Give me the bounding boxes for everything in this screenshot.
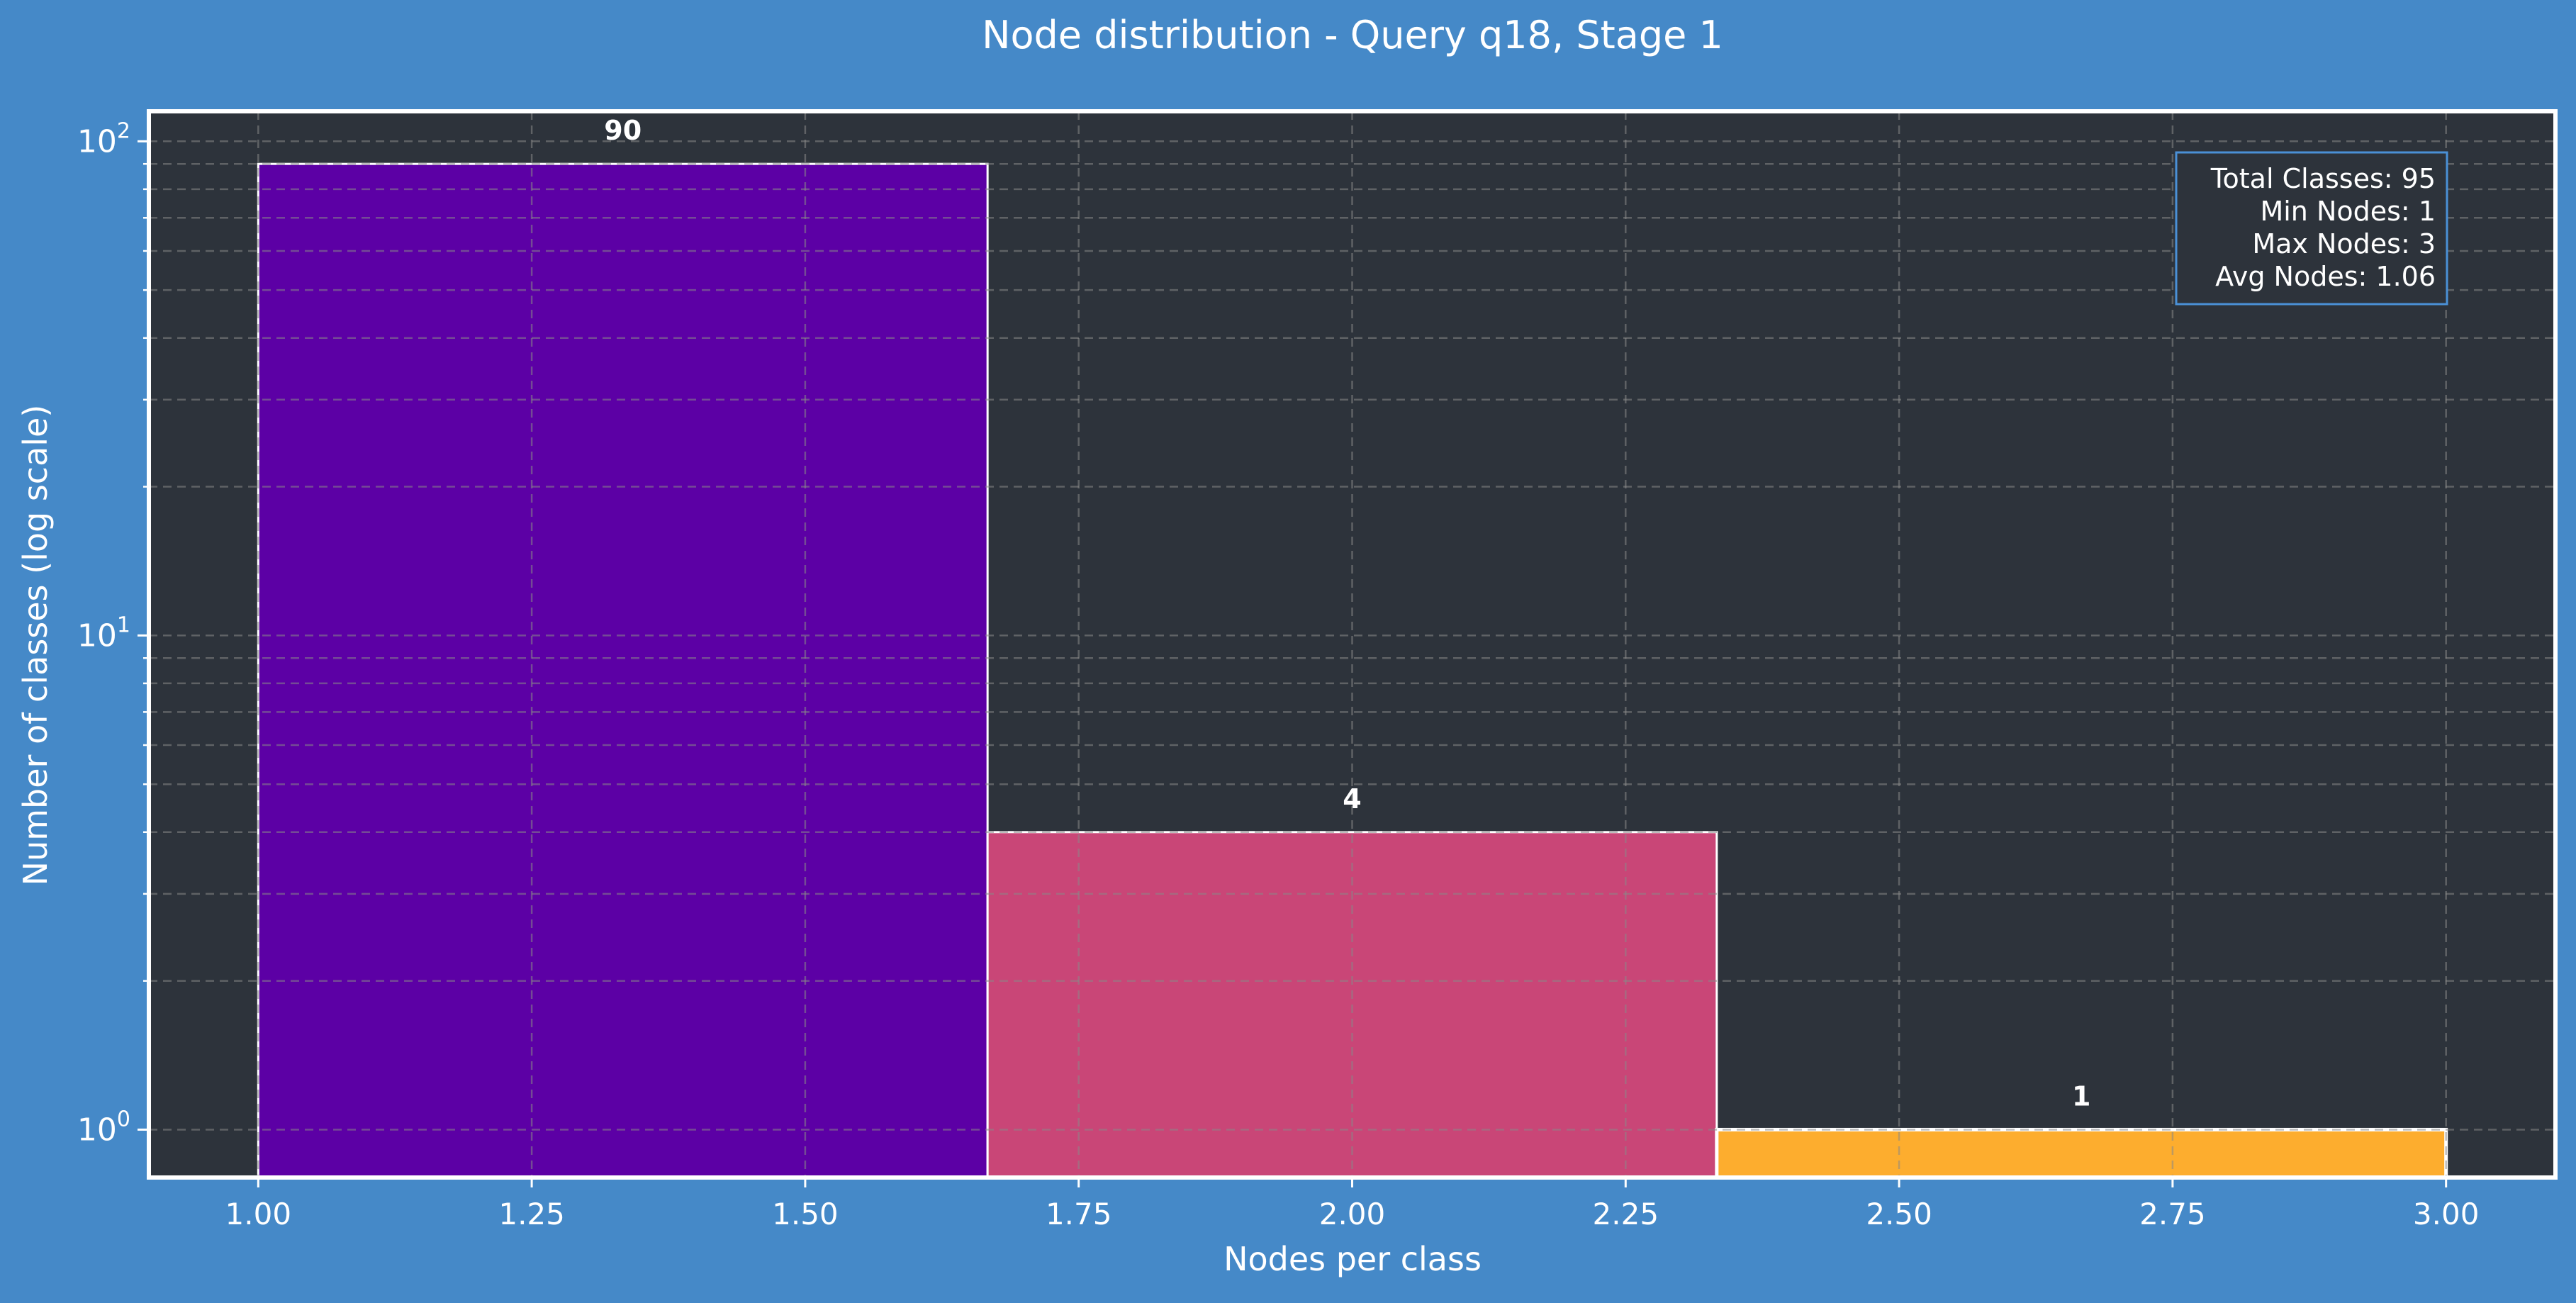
stats-line-3: Max Nodes: 3 bbox=[2252, 228, 2436, 259]
y-tick-label-2: 101 bbox=[77, 613, 130, 654]
y-tick-label-base: 10 bbox=[77, 617, 117, 654]
y-tick-label-3: 102 bbox=[77, 118, 130, 160]
y-tick-label-exponent: 1 bbox=[117, 613, 130, 637]
y-tick-label-exponent: 0 bbox=[117, 1107, 130, 1131]
y-tick-label-base: 10 bbox=[77, 1112, 117, 1148]
y-tick-label-base: 10 bbox=[77, 123, 117, 160]
x-tick-label-3: 1.50 bbox=[772, 1197, 839, 1231]
stats-line-4: Avg Nodes: 1.06 bbox=[2215, 261, 2436, 292]
bar-1 bbox=[257, 162, 989, 1178]
x-tick-label-9: 3.00 bbox=[2413, 1197, 2480, 1231]
x-tick-label-6: 2.25 bbox=[1593, 1197, 1659, 1231]
bar-value-label-2: 4 bbox=[1343, 783, 1361, 815]
y-axis-label: Number of classes (log scale) bbox=[16, 405, 55, 886]
stats-line-2: Min Nodes: 1 bbox=[2260, 196, 2436, 227]
x-tick-label-8: 2.75 bbox=[2139, 1197, 2206, 1231]
x-tick-label-5: 2.00 bbox=[1319, 1197, 1386, 1231]
y-tick-label-1: 100 bbox=[77, 1107, 130, 1148]
y-tick-label-exponent: 2 bbox=[117, 118, 130, 143]
stats-line-1: Total Classes: 95 bbox=[2210, 163, 2436, 194]
x-tick-label-7: 2.50 bbox=[1866, 1197, 1932, 1231]
bar-3 bbox=[1715, 1127, 2448, 1178]
bar-value-label-1: 90 bbox=[604, 115, 642, 146]
x-tick-label-4: 1.75 bbox=[1046, 1197, 1112, 1231]
chart-title: Node distribution - Query q18, Stage 1 bbox=[982, 13, 1723, 57]
bar-value-label-3: 1 bbox=[2072, 1080, 2090, 1112]
stats-box bbox=[2175, 151, 2448, 306]
x-axis-label: Nodes per class bbox=[1223, 1240, 1482, 1278]
x-tick-label-2: 1.25 bbox=[498, 1197, 565, 1231]
x-tick-label-1: 1.00 bbox=[225, 1197, 292, 1231]
